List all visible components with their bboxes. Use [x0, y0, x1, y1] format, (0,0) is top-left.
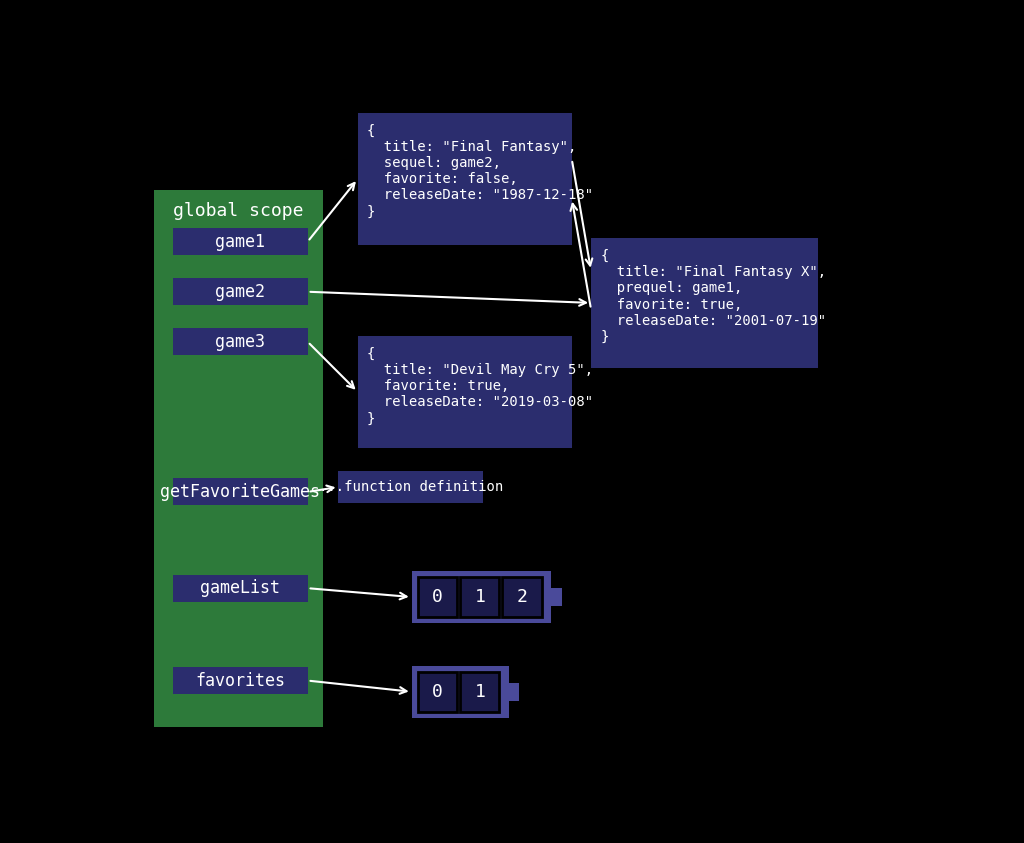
FancyBboxPatch shape: [460, 577, 500, 617]
FancyBboxPatch shape: [173, 575, 307, 602]
FancyBboxPatch shape: [173, 228, 307, 255]
FancyBboxPatch shape: [357, 336, 571, 448]
FancyBboxPatch shape: [173, 328, 307, 355]
Text: game2: game2: [215, 282, 265, 301]
Text: gameList: gameList: [201, 579, 281, 597]
Text: favorites: favorites: [196, 672, 286, 690]
FancyBboxPatch shape: [503, 577, 542, 617]
FancyBboxPatch shape: [460, 672, 500, 711]
Text: 0: 0: [432, 683, 442, 701]
FancyBboxPatch shape: [357, 113, 571, 245]
Text: 1: 1: [474, 683, 485, 701]
Text: {
  title: "Devil May Cry 5",
  favorite: true,
  releaseDate: "2019-03-08"
}: { title: "Devil May Cry 5", favorite: tr…: [367, 346, 593, 426]
Text: 1: 1: [474, 588, 485, 606]
Text: {
  title: "Final Fantasy",
  sequel: game2,
  favorite: false,
  releaseDate: ": { title: "Final Fantasy", sequel: game2,…: [367, 123, 593, 218]
Text: 0: 0: [432, 588, 442, 606]
FancyBboxPatch shape: [339, 470, 483, 503]
Text: 2: 2: [517, 588, 527, 606]
FancyBboxPatch shape: [173, 667, 307, 694]
Text: global scope: global scope: [173, 202, 303, 220]
FancyBboxPatch shape: [551, 588, 562, 606]
FancyBboxPatch shape: [418, 577, 457, 617]
FancyBboxPatch shape: [418, 672, 457, 711]
FancyBboxPatch shape: [154, 190, 323, 728]
FancyBboxPatch shape: [591, 239, 818, 368]
FancyBboxPatch shape: [173, 278, 307, 305]
FancyBboxPatch shape: [509, 683, 519, 701]
Text: game3: game3: [215, 333, 265, 351]
Text: ...function definition: ...function definition: [318, 480, 503, 494]
Text: getFavoriteGames: getFavoriteGames: [161, 483, 321, 501]
Text: game1: game1: [215, 233, 265, 250]
FancyBboxPatch shape: [173, 479, 307, 506]
FancyBboxPatch shape: [412, 666, 509, 718]
Text: {
  title: "Final Fantasy X",
  prequel: game1,
  favorite: true,
  releaseDate:: { title: "Final Fantasy X", prequel: gam…: [600, 249, 826, 344]
FancyBboxPatch shape: [412, 571, 551, 623]
